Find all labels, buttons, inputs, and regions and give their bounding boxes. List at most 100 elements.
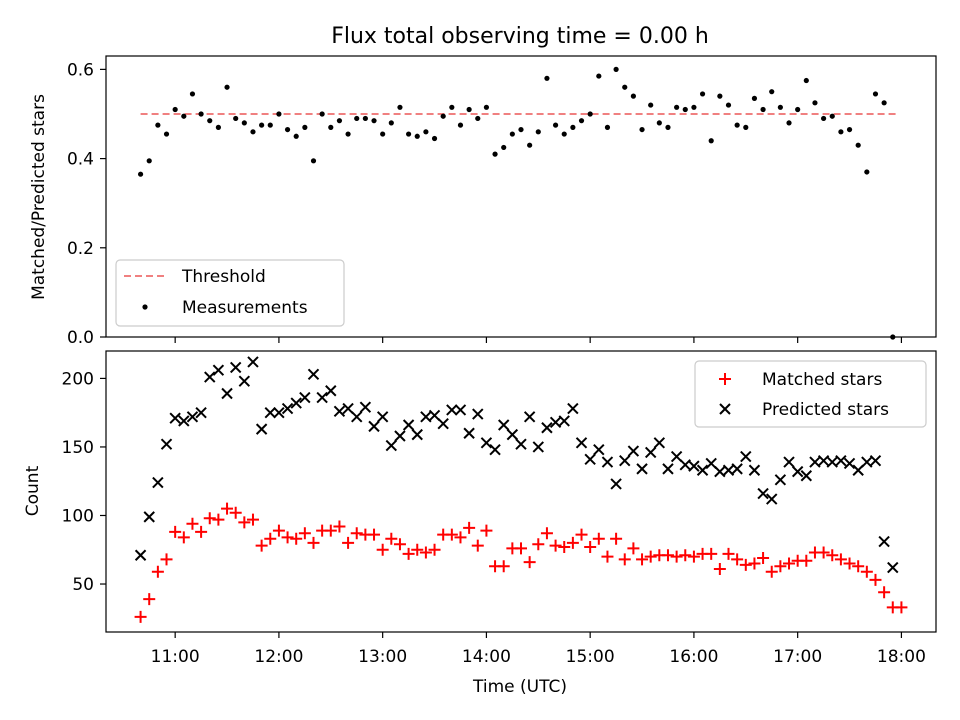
- measurement-point: [604, 124, 611, 130]
- predicted-point: [264, 406, 276, 419]
- measurement-point: [596, 73, 602, 79]
- matched-point: [739, 558, 752, 571]
- measurement-point: [207, 118, 213, 124]
- matched-point: [540, 527, 553, 540]
- predicted-point: [152, 476, 164, 489]
- matched-point: [757, 551, 770, 564]
- matched-point: [290, 532, 303, 545]
- matched-point: [333, 520, 346, 533]
- measurement-point: [371, 118, 377, 124]
- predicted-point: [437, 417, 449, 430]
- measurement-point: [648, 102, 654, 108]
- predicted-point: [878, 535, 890, 548]
- measurement-point: [838, 129, 844, 135]
- predicted-point: [835, 454, 847, 467]
- matched-point: [368, 528, 381, 541]
- matched-point: [826, 549, 839, 562]
- measurement-point: [665, 124, 671, 130]
- measurement-point: [751, 95, 758, 101]
- measurement-point: [250, 129, 256, 135]
- measurement-point: [483, 104, 490, 110]
- matched-point: [584, 541, 597, 554]
- measurement-point: [259, 122, 265, 128]
- measurement-point: [630, 93, 636, 99]
- measurement-point: [803, 77, 809, 84]
- measurement-point: [267, 122, 273, 128]
- matched-point: [160, 553, 173, 566]
- measurement-point: [855, 142, 861, 148]
- measurement-point: [319, 111, 325, 117]
- matched-point: [255, 539, 268, 552]
- measurement-point: [241, 120, 247, 126]
- predicted-point: [489, 443, 501, 456]
- top-y-tick-label: 0.4: [67, 150, 94, 170]
- matched-point: [385, 532, 398, 545]
- matched-point: [342, 536, 355, 549]
- matched-point: [532, 538, 545, 551]
- matched-point: [852, 560, 865, 573]
- predicted-point: [316, 391, 328, 404]
- matched-point: [636, 553, 649, 566]
- predicted-point: [359, 401, 372, 413]
- measurement-point: [717, 93, 723, 99]
- predicted-point: [368, 420, 380, 433]
- predicted-point: [662, 463, 674, 475]
- measurement-point: [457, 122, 464, 128]
- measurement-point: [466, 106, 472, 113]
- bottom-plot: 50 100 150 200 11:00 12:00 13:00 14:00 15:00 16:…: [23, 350, 937, 697]
- predicted-point: [420, 411, 432, 423]
- measurement-point: [613, 66, 619, 72]
- predicted-point: [541, 422, 553, 434]
- measurement-point: [492, 151, 498, 157]
- predicted-point: [679, 459, 691, 471]
- matched-point: [860, 565, 873, 578]
- measurement-points: [137, 66, 896, 340]
- measurement-point: [864, 169, 870, 175]
- predicted-point: [169, 412, 181, 424]
- top-y-tick-label: 0.2: [67, 239, 94, 259]
- matched-point: [575, 528, 588, 541]
- matched-point: [748, 557, 761, 570]
- matched-point: [134, 610, 147, 623]
- measurement-point: [449, 104, 455, 110]
- legend-predicted-label: Predicted stars: [762, 400, 889, 420]
- measurement-point: [881, 100, 887, 106]
- predicted-point: [869, 454, 882, 467]
- measurement-point: [699, 91, 706, 97]
- measurement-point: [172, 106, 178, 113]
- matched-point: [419, 546, 432, 559]
- predicted-point: [800, 470, 813, 482]
- predicted-point: [143, 511, 155, 523]
- matched-point: [246, 513, 259, 526]
- predicted-point: [307, 368, 320, 381]
- measurement-point: [682, 106, 688, 113]
- matched-point: [471, 539, 484, 552]
- legend-matched-swatch: [719, 373, 731, 385]
- measurement-point: [786, 120, 792, 126]
- measurement-point: [552, 122, 559, 128]
- matched-point: [705, 547, 718, 560]
- x-tick-label: 14:00: [462, 647, 511, 667]
- predicted-point: [740, 450, 752, 463]
- measurement-point: [570, 124, 576, 130]
- measurement-point: [622, 84, 628, 90]
- legend-measurement-swatch: [142, 304, 148, 310]
- matched-point: [515, 542, 527, 555]
- predicted-point: [134, 549, 147, 561]
- matched-point: [212, 513, 225, 526]
- matched-point: [895, 601, 908, 614]
- predicted-point: [532, 441, 544, 453]
- predicted-point: [195, 406, 207, 419]
- measurement-point: [509, 131, 515, 137]
- matched-point: [687, 550, 700, 563]
- measurement-point: [431, 135, 438, 142]
- measurement-point: [302, 124, 308, 130]
- measurement-point: [890, 334, 896, 340]
- measurement-point: [578, 118, 585, 124]
- matched-point: [376, 543, 389, 556]
- measurement-point: [656, 120, 662, 126]
- matched-point: [661, 549, 674, 562]
- x-tick-label: 15:00: [566, 647, 615, 667]
- predicted-point: [791, 465, 804, 478]
- predicted-point: [549, 416, 562, 428]
